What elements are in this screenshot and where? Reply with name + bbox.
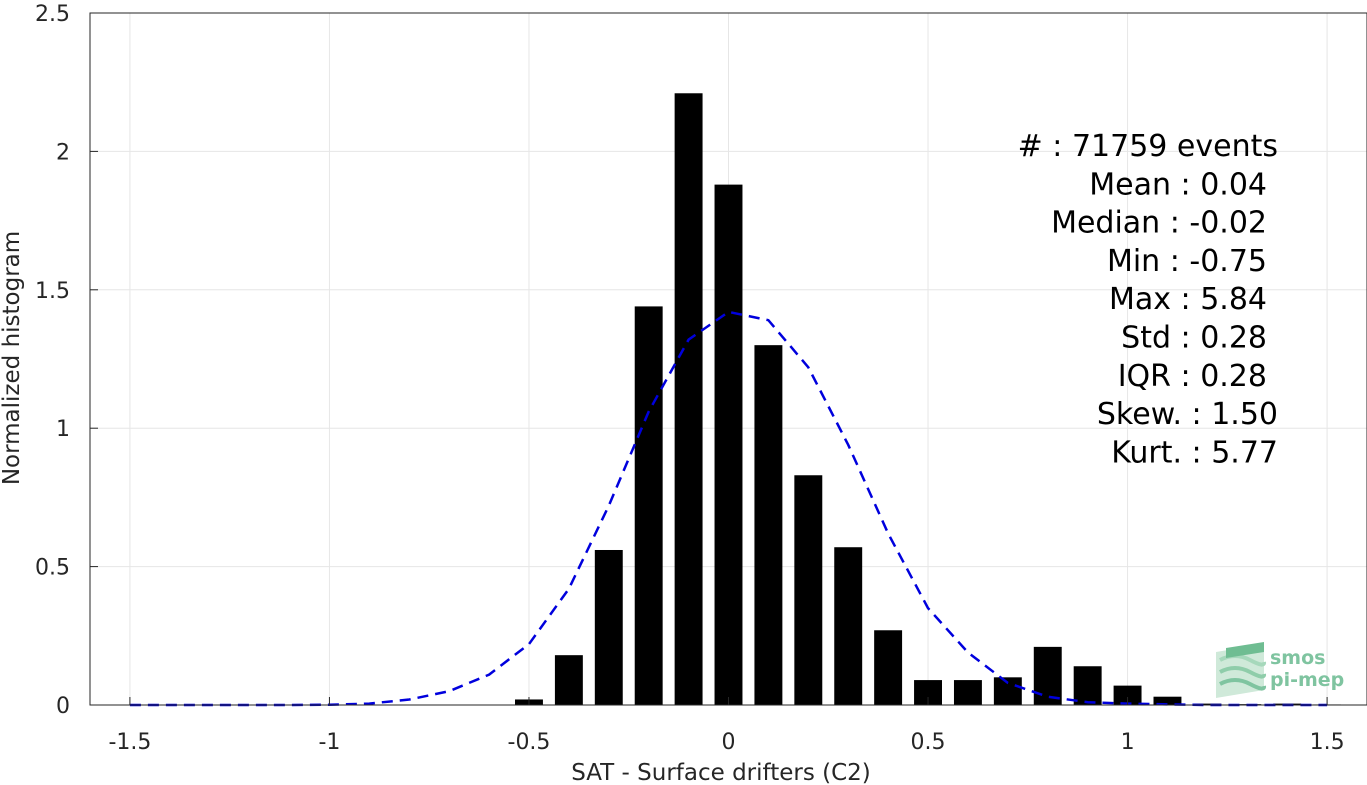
x-tick-label-2: -0.5 (508, 730, 551, 755)
stats-line-5: Std : 0.28 (1121, 321, 1267, 356)
bar-1 (554, 655, 583, 705)
histogram-bars (515, 93, 1342, 706)
x-axis-title: SAT - Surface drifters (C2) (571, 760, 871, 785)
x-tick-label-4: 0.5 (911, 730, 946, 755)
logo-line2: pi-mep (1270, 669, 1344, 691)
bar-4 (674, 93, 703, 706)
axis-ticks: -1.5 -1 -0.5 0 0.5 1 1.5 0 0.5 1 1.5 2 2.5 (35, 2, 1345, 755)
bar-11 (953, 680, 982, 705)
stats-line-8: Kurt. : 5.77 (1111, 435, 1278, 470)
y-tick-label-1: 0.5 (35, 556, 70, 581)
stats-line-1: Mean : 0.04 (1089, 167, 1267, 202)
y-tick-label-5: 2.5 (35, 2, 70, 27)
y-tick-label-4: 2 (56, 140, 70, 165)
x-tick-label-0: -1.5 (108, 730, 151, 755)
stats-line-4: Max : 5.84 (1109, 282, 1267, 317)
bar-16 (1153, 696, 1182, 705)
bar-14 (1073, 666, 1102, 705)
x-tick-label-1: -1 (318, 730, 340, 755)
stats-line-3: Min : -0.75 (1107, 244, 1267, 279)
bar-9 (874, 630, 903, 705)
x-tick-label-5: 1 (1121, 730, 1135, 755)
bar-2 (594, 549, 623, 705)
smos-pi-mep-logo: smos pi-mep (1216, 642, 1344, 698)
bar-5 (714, 184, 743, 706)
stats-line-7: Skew. : 1.50 (1097, 397, 1278, 432)
stats-line-6: IQR : 0.28 (1118, 359, 1267, 394)
bar-13 (1033, 646, 1062, 705)
stats-line-0: # : 71759 events (1018, 129, 1278, 164)
bar-6 (754, 345, 783, 705)
x-tick-label-3: 0 (722, 730, 736, 755)
bar-7 (794, 475, 823, 705)
y-axis-title: Normalized histogram (0, 231, 25, 485)
y-tick-label-0: 0 (56, 694, 70, 719)
logo-waves-icon (1216, 642, 1267, 698)
x-tick-label-6: 1.5 (1310, 730, 1345, 755)
bar-15 (1113, 685, 1142, 705)
bar-8 (834, 547, 863, 705)
y-tick-label-2: 1 (56, 417, 70, 442)
logo-line1: smos (1270, 647, 1325, 669)
bar-17 (1193, 703, 1222, 705)
stats-line-2: Median : -0.02 (1051, 206, 1267, 241)
y-tick-label-3: 1.5 (35, 279, 70, 304)
bar-3 (634, 306, 663, 705)
